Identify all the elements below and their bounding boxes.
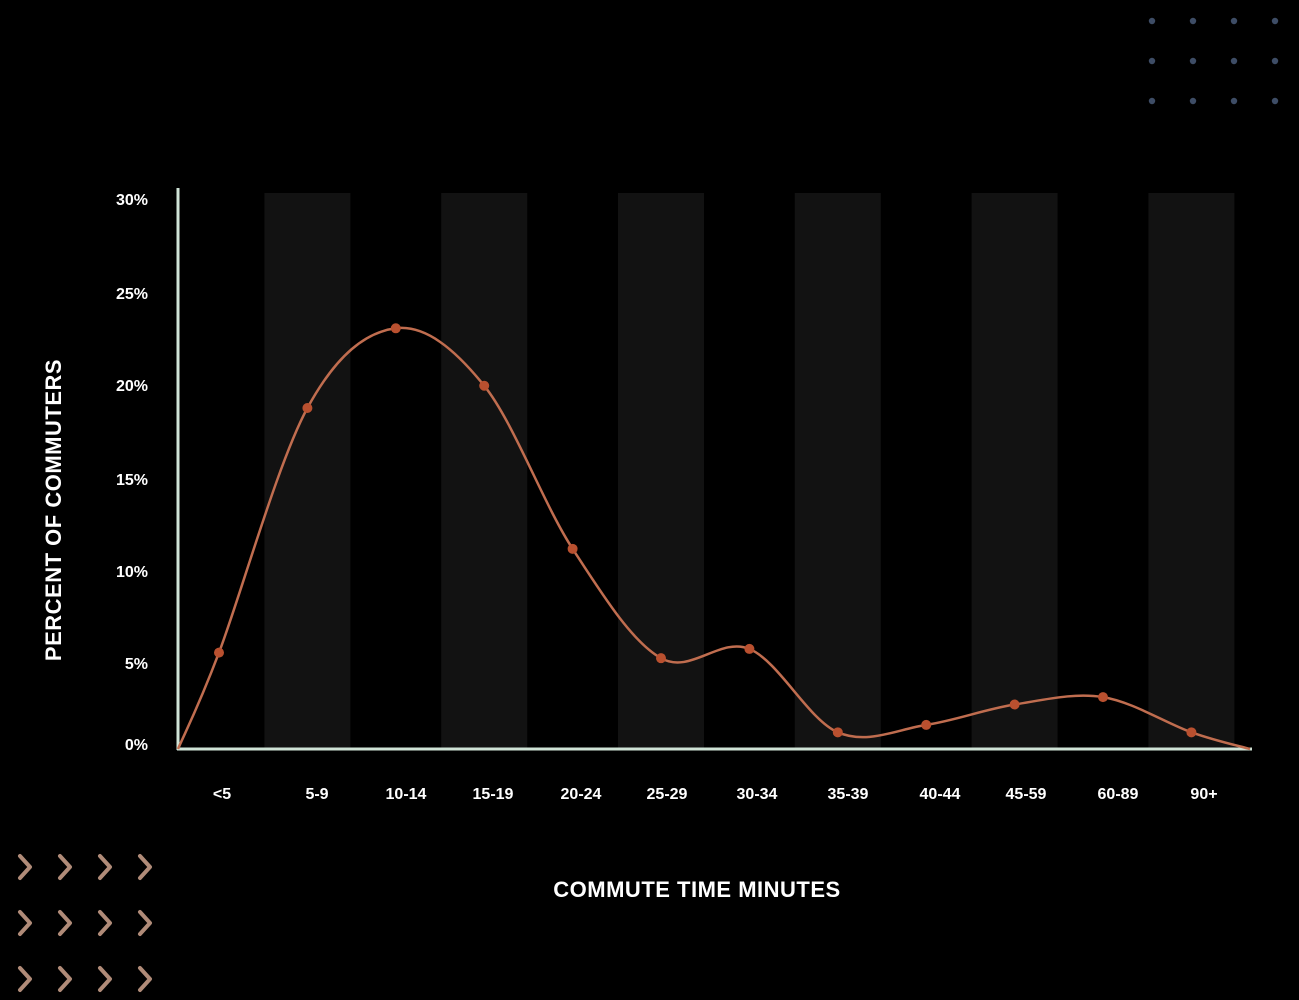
y-tick-label: 0% <box>125 737 148 754</box>
chevron-right-icon <box>58 910 72 936</box>
y-tick-label: 25% <box>116 286 148 303</box>
decor-dot <box>1148 17 1156 25</box>
data-point <box>567 543 578 554</box>
x-tick-label: 20-24 <box>561 786 602 803</box>
decor-dot <box>1271 17 1279 25</box>
column-band <box>794 193 881 749</box>
data-point <box>1186 727 1197 738</box>
data-point <box>1009 699 1020 710</box>
column-band <box>618 193 704 749</box>
y-tick-labels: 0% 5% 10% 15% 20% 25% 30% <box>116 192 148 754</box>
column-band <box>264 193 351 749</box>
decor-dot <box>1189 57 1197 65</box>
x-tick-label: 15-19 <box>473 786 514 803</box>
y-tick-label: 15% <box>116 472 148 489</box>
data-point <box>1098 692 1108 703</box>
data-point <box>390 323 401 334</box>
decor-dot <box>1148 97 1156 105</box>
chevron-right-icon <box>138 910 152 936</box>
series-line <box>176 326 1251 751</box>
chevron-right-icon <box>18 854 32 880</box>
x-tick-label: 90+ <box>1190 786 1217 803</box>
y-tick-label: 20% <box>116 378 148 395</box>
chevron-right-icon <box>98 910 112 936</box>
decor-dot <box>1230 57 1238 65</box>
x-tick-label: <5 <box>213 786 231 803</box>
decor-dot <box>1271 57 1279 65</box>
data-point <box>479 380 490 391</box>
x-tick-label: 45-59 <box>1006 786 1047 803</box>
decor-dot <box>1230 97 1238 105</box>
x-tick-label: 5-9 <box>305 786 328 803</box>
column-bands <box>264 193 1235 749</box>
data-point <box>832 727 843 738</box>
column-band <box>1148 193 1235 749</box>
decor-dot <box>1148 57 1156 65</box>
data-point <box>302 402 313 413</box>
decorative-chevron-grid <box>18 854 152 992</box>
data-point <box>656 653 666 664</box>
y-tick-label: 5% <box>125 656 148 673</box>
decor-dot <box>1189 97 1197 105</box>
y-tick-label: 30% <box>116 192 148 209</box>
x-tick-labels: <5 5-9 10-14 15-19 20-24 25-29 30-34 35-39 40-44… <box>213 786 1218 803</box>
x-tick-label: 60-89 <box>1098 786 1139 803</box>
data-point <box>744 643 755 654</box>
decor-dot <box>1189 17 1197 25</box>
x-tick-label: 25-29 <box>647 786 688 803</box>
chevron-right-icon <box>138 854 152 880</box>
chevron-right-icon <box>18 910 32 936</box>
axes <box>176 188 1252 751</box>
data-point <box>921 719 932 730</box>
chevron-right-icon <box>58 854 72 880</box>
x-tick-label: 35-39 <box>828 786 869 803</box>
chevron-right-icon <box>138 966 152 992</box>
x-axis-title: COMMUTE TIME MINUTES <box>553 877 840 902</box>
x-tick-label: 30-34 <box>737 786 778 803</box>
chevron-right-icon <box>18 966 32 992</box>
y-tick-label: 10% <box>116 564 148 581</box>
y-axis-title: PERCENT OF COMMUTERS <box>41 359 66 661</box>
x-tick-label: 40-44 <box>920 786 961 803</box>
x-tick-label: 10-14 <box>386 786 427 803</box>
series-markers <box>214 323 1197 738</box>
data-point <box>214 647 224 658</box>
chevron-right-icon <box>98 854 112 880</box>
chevron-right-icon <box>58 966 72 992</box>
column-band <box>441 193 528 749</box>
decor-dot <box>1230 17 1238 25</box>
column-band <box>971 193 1058 749</box>
decorative-dot-grid <box>1148 17 1279 105</box>
chevron-right-icon <box>98 966 112 992</box>
decor-dot <box>1271 97 1279 105</box>
